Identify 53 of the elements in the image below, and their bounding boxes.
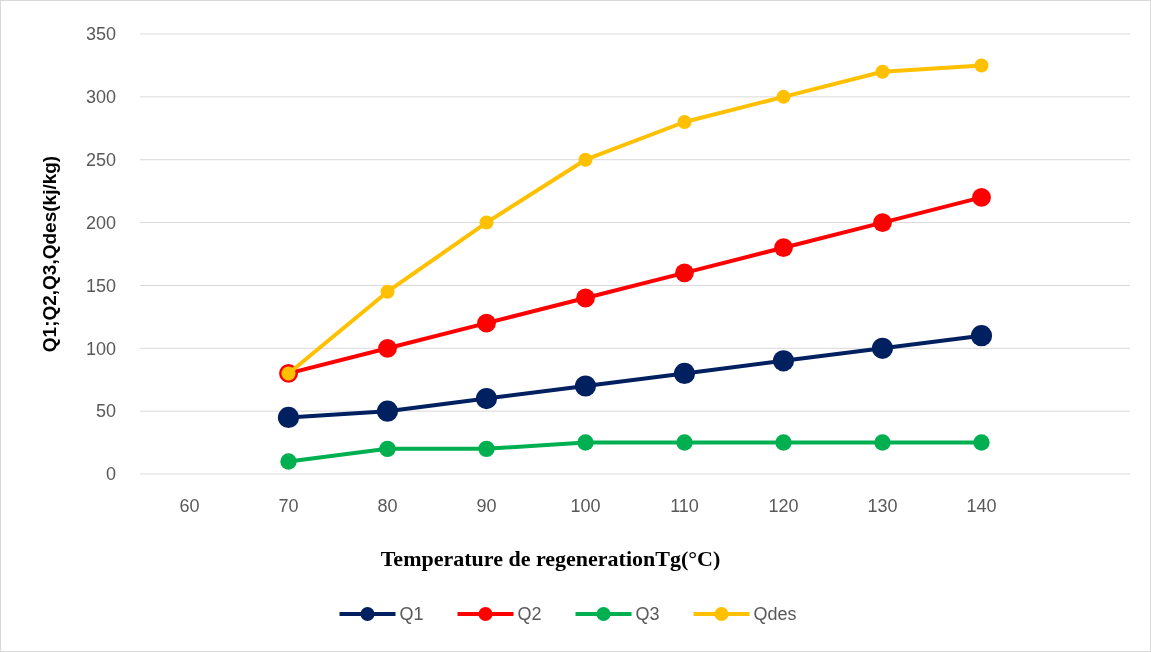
x-tick-label: 140 (966, 496, 997, 516)
x-tick-label: 80 (377, 496, 398, 516)
y-tick-label: 0 (105, 464, 116, 485)
x-axis-title: Temperature de regenerationTg(°C) (380, 546, 721, 571)
point (776, 89, 791, 104)
x-tick-label: 90 (476, 496, 497, 516)
point (477, 313, 496, 333)
y-axis-title: Q1;Q2,Q3,Qdes(kj/kg) (39, 155, 60, 353)
y-tick-label: 250 (85, 150, 116, 171)
point (673, 362, 696, 385)
y-tick-label: 300 (85, 87, 116, 108)
legend-label: Q3 (635, 604, 660, 625)
x-tick-label: 120 (768, 496, 799, 516)
point (772, 350, 795, 372)
x-tick-label: 70 (278, 496, 299, 516)
point (577, 434, 594, 451)
point (775, 434, 792, 451)
point (479, 215, 494, 230)
point (675, 263, 694, 283)
point (478, 440, 495, 458)
y-tick-label: 150 (85, 275, 116, 296)
point (578, 152, 593, 167)
legend-label: Q1 (399, 604, 424, 625)
legend-label: Qdes (753, 604, 797, 625)
point (280, 453, 297, 470)
point (875, 64, 890, 79)
y-tick-label: 200 (85, 212, 116, 233)
point (380, 284, 395, 299)
x-tick-label: 130 (867, 496, 898, 516)
point (874, 434, 891, 451)
point (277, 406, 300, 429)
y-tick-label: 100 (85, 338, 116, 359)
x-tick-label: 100 (570, 496, 601, 516)
y-tick-label: 50 (95, 401, 116, 422)
point (574, 375, 597, 397)
point (379, 440, 396, 458)
point (970, 325, 993, 347)
point (871, 337, 894, 359)
x-tick-label: 110 (670, 496, 699, 516)
point (974, 58, 989, 73)
y-tick-label: 350 (85, 24, 116, 45)
point (576, 288, 595, 308)
point (376, 400, 399, 422)
point (973, 434, 990, 451)
point (774, 238, 793, 258)
point (475, 387, 498, 410)
point (378, 338, 397, 358)
legend-label: Q2 (517, 604, 542, 625)
point (873, 213, 892, 232)
point (972, 188, 991, 207)
x-tick-label: 60 (179, 496, 200, 516)
point (677, 115, 692, 129)
point (676, 434, 693, 451)
